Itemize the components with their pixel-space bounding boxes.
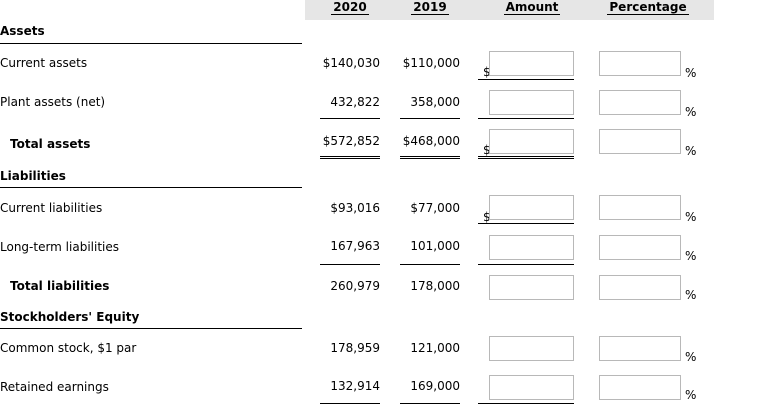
- row-label-retained-earnings: Retained earnings: [0, 380, 109, 394]
- amount-input-long-term-liabilities[interactable]: [489, 235, 574, 260]
- percentage-input-total-liabilities[interactable]: [599, 275, 681, 300]
- value-2019-total-liabilities: 178,000: [410, 279, 460, 293]
- value-underline: [320, 118, 380, 119]
- column-header-bar: [305, 0, 714, 20]
- value-double-underline: [400, 156, 460, 159]
- percentage-input-retained-earnings[interactable]: [599, 375, 681, 400]
- value-underline: [320, 403, 380, 404]
- amount-underline: [478, 403, 574, 404]
- value-2019-current-assets: $110,000: [402, 56, 460, 70]
- percent-symbol: %: [685, 144, 697, 158]
- amount-underline: [478, 118, 574, 119]
- value-2020-retained-earnings: 132,914: [330, 379, 380, 393]
- section-rule: [0, 328, 302, 329]
- percent-symbol: %: [685, 66, 697, 80]
- percentage-input-current-assets[interactable]: [599, 51, 681, 76]
- amount-underline: [478, 79, 574, 80]
- percentage-input-current-liabilities[interactable]: [599, 195, 681, 220]
- row-label-total-liabilities: Total liabilities: [10, 279, 110, 293]
- percentage-input-long-term-liabilities[interactable]: [599, 235, 681, 260]
- value-double-underline: [320, 156, 380, 159]
- value-underline: [400, 118, 460, 119]
- value-underline: [320, 264, 380, 265]
- currency-symbol: $: [483, 65, 491, 79]
- amount-input-common-stock[interactable]: [489, 336, 574, 361]
- value-2019-long-term-liabilities: 101,000: [410, 239, 460, 253]
- row-label-plant-assets: Plant assets (net): [0, 95, 106, 109]
- percent-symbol: %: [685, 350, 697, 364]
- percentage-input-total-assets[interactable]: [599, 129, 681, 154]
- percentage-input-plant-assets[interactable]: [599, 90, 681, 115]
- amount-input-total-assets[interactable]: [489, 129, 574, 154]
- amount-input-current-assets[interactable]: [489, 51, 574, 76]
- amount-double-underline: [478, 156, 574, 159]
- value-2020-total-liabilities: 260,979: [330, 279, 380, 293]
- column-header-2020: 2020: [331, 0, 369, 15]
- amount-underline: [478, 264, 574, 265]
- value-underline: [400, 403, 460, 404]
- currency-symbol: $: [483, 143, 491, 157]
- percent-symbol: %: [685, 288, 697, 302]
- column-header-amount: Amount: [503, 0, 561, 15]
- value-2020-long-term-liabilities: 167,963: [330, 239, 380, 253]
- percent-symbol: %: [685, 210, 697, 224]
- amount-input-plant-assets[interactable]: [489, 90, 574, 115]
- value-2020-total-assets: $572,852: [322, 134, 380, 148]
- value-2019-common-stock: 121,000: [410, 341, 460, 355]
- amount-underline: [478, 223, 574, 224]
- percentage-input-common-stock[interactable]: [599, 336, 681, 361]
- row-label-current-liabilities: Current liabilities: [0, 201, 103, 215]
- section-heading-liabilities: Liabilities: [0, 169, 66, 183]
- section-rule: [0, 187, 302, 188]
- value-2020-current-liabilities: $93,016: [330, 201, 380, 215]
- value-2020-current-assets: $140,030: [322, 56, 380, 70]
- section-heading-stockholders-equity: Stockholders' Equity: [0, 310, 140, 324]
- column-header-2019: 2019: [411, 0, 449, 15]
- percent-symbol: %: [685, 388, 697, 402]
- amount-input-retained-earnings[interactable]: [489, 375, 574, 400]
- currency-symbol: $: [483, 210, 491, 224]
- value-2020-common-stock: 178,959: [330, 341, 380, 355]
- section-rule: [0, 43, 302, 44]
- value-2020-plant-assets: 432,822: [330, 95, 380, 109]
- value-2019-current-liabilities: $77,000: [410, 201, 460, 215]
- percent-symbol: %: [685, 249, 697, 263]
- row-label-total-assets: Total assets: [10, 137, 91, 151]
- row-label-current-assets: Current assets: [0, 56, 88, 70]
- amount-input-total-liabilities[interactable]: [489, 275, 574, 300]
- amount-input-current-liabilities[interactable]: [489, 195, 574, 220]
- section-heading-assets: Assets: [0, 24, 45, 38]
- value-underline: [400, 264, 460, 265]
- value-2019-total-assets: $468,000: [402, 134, 460, 148]
- row-label-common-stock: Common stock, $1 par: [0, 341, 137, 355]
- column-header-percentage: Percentage: [607, 0, 689, 15]
- row-label-long-term-liabilities: Long-term liabilities: [0, 240, 119, 254]
- value-2019-plant-assets: 358,000: [410, 95, 460, 109]
- value-2019-retained-earnings: 169,000: [410, 379, 460, 393]
- percent-symbol: %: [685, 105, 697, 119]
